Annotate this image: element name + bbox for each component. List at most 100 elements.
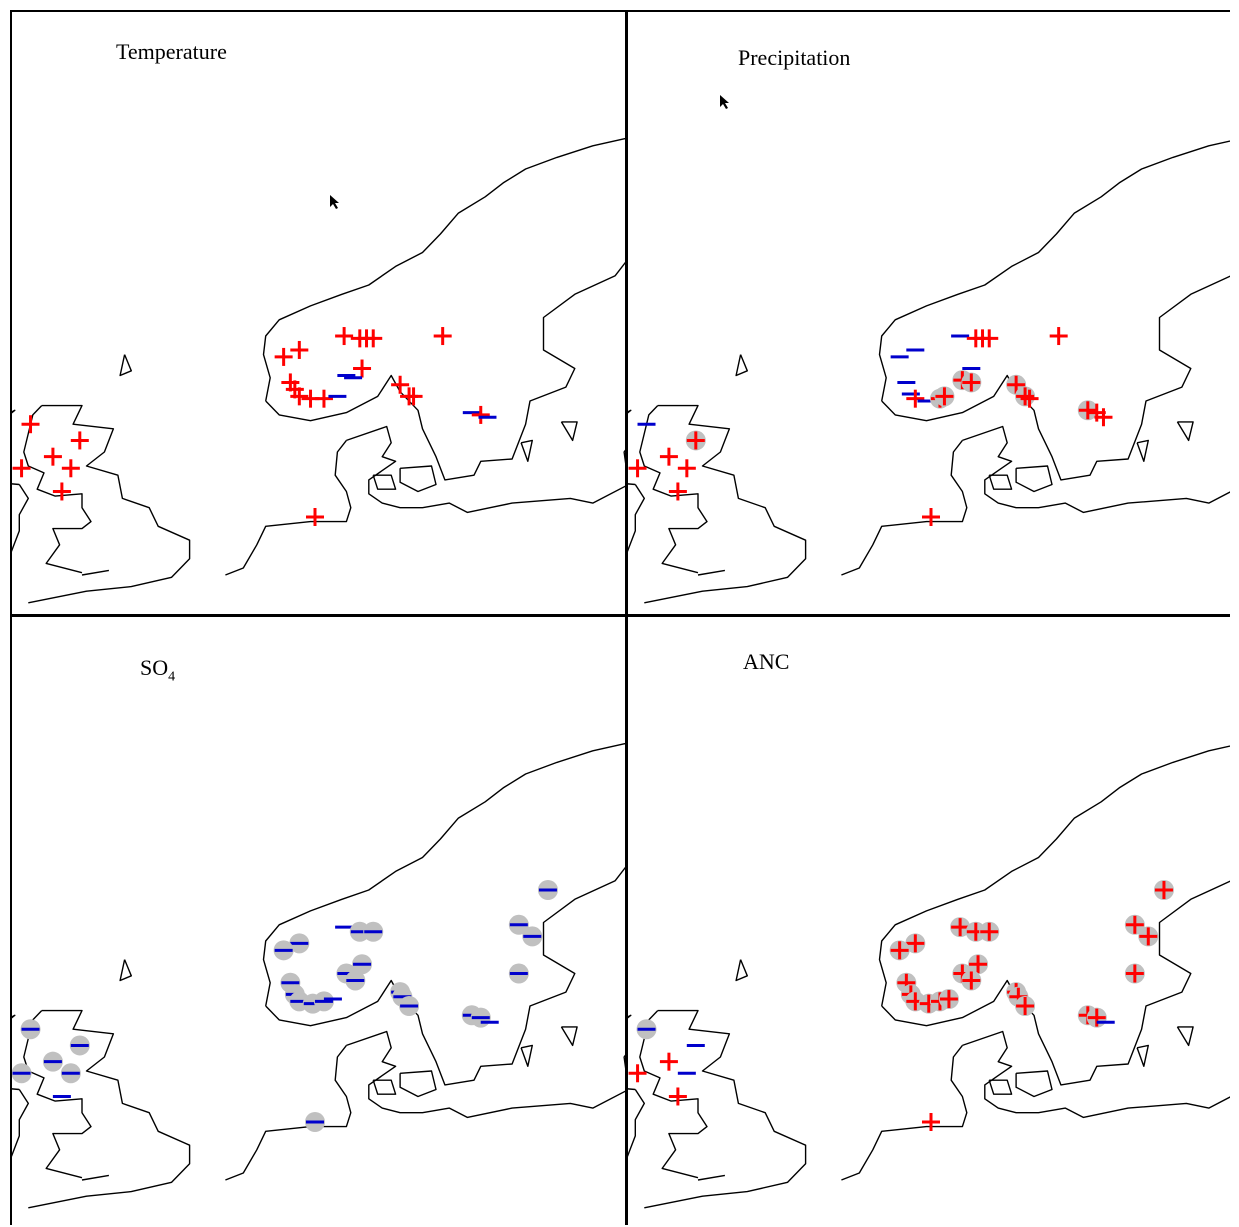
coastline-path — [1136, 1044, 1149, 1067]
positive-trend-marker — [12, 459, 31, 478]
positive-trend-marker — [922, 1113, 940, 1131]
panel-title: Precipitation — [738, 45, 851, 70]
positive-trend-marker — [968, 954, 989, 975]
coastline-path — [560, 1026, 578, 1047]
positive-trend-marker — [306, 508, 324, 526]
coastline-path — [225, 1044, 352, 1181]
positive-trend-marker — [21, 415, 40, 434]
positive-trend-marker — [668, 482, 687, 501]
positive-trend-marker — [274, 347, 293, 366]
panel-divider-horizontal — [10, 614, 1230, 617]
coastline-path — [265, 866, 625, 1086]
positive-trend-marker — [1077, 400, 1098, 421]
coastline-path — [639, 405, 708, 574]
mouse-cursor-icon — [720, 95, 729, 109]
positive-trend-marker — [668, 1087, 687, 1106]
coastline-path — [988, 1079, 1013, 1095]
negative-trend-marker — [470, 1007, 491, 1028]
coastline — [628, 140, 1230, 604]
positive-trend-marker — [1049, 327, 1068, 346]
coastline-path — [881, 880, 1230, 1086]
panel-title: SO4 — [140, 655, 176, 685]
positive-trend-marker — [43, 447, 62, 466]
positive-trend-marker — [628, 1064, 647, 1083]
negative-trend-marker — [60, 1063, 81, 1084]
panel-temperature: Temperature — [12, 12, 625, 614]
positive-trend-marker — [950, 917, 971, 938]
coastline-path — [735, 959, 748, 982]
map-so4 — [12, 742, 625, 1209]
coastline-path — [28, 404, 191, 604]
coastline-path — [735, 354, 748, 377]
negative-trend-marker — [305, 1112, 325, 1132]
positive-trend-marker — [314, 389, 333, 408]
positive-trend-marker — [70, 431, 89, 450]
coastline-path — [399, 465, 437, 493]
coastline-path — [1015, 1070, 1053, 1098]
coastline-path — [399, 1070, 437, 1098]
positive-trend-marker — [1138, 926, 1159, 947]
positive-trend-marker — [290, 387, 309, 406]
coastline-path — [628, 483, 645, 552]
negative-trend-marker — [12, 1063, 32, 1084]
panel-divider-vertical — [625, 10, 628, 1225]
positive-trend-marker — [1124, 914, 1145, 935]
negative-trend-marker — [537, 880, 558, 900]
negative-trend-marker — [522, 926, 543, 947]
coastline-path — [697, 1174, 726, 1181]
negative-trend-marker — [69, 1035, 90, 1056]
coastline-path — [12, 1014, 16, 1019]
negative-trend-marker — [363, 921, 384, 942]
coastline-path — [988, 474, 1013, 490]
positive-trend-marker — [1015, 386, 1036, 407]
coastline-path — [962, 425, 1230, 514]
coastline-path — [262, 742, 625, 1007]
positive-trend-marker — [628, 459, 647, 478]
positive-trend-marker — [433, 327, 452, 346]
coastline — [12, 137, 625, 604]
coastline-path — [225, 439, 352, 576]
coastline-path — [12, 409, 16, 414]
coastline-path — [346, 425, 625, 514]
positive-trend-marker — [1086, 1007, 1107, 1028]
coastline-path — [881, 275, 1230, 481]
positive-trend-marker — [659, 1052, 678, 1071]
coastline-path — [1176, 421, 1194, 442]
coastline-path — [697, 569, 726, 576]
negative-trend-marker — [399, 996, 420, 1016]
negative-trend-marker — [313, 991, 334, 1012]
positive-trend-marker — [404, 387, 423, 406]
coastline-path — [346, 1030, 625, 1119]
positive-trend-marker — [290, 340, 309, 359]
coastline-path — [262, 137, 625, 402]
positive-trend-marker — [1153, 880, 1174, 900]
negative-trend-marker — [636, 1019, 657, 1040]
positive-trend-marker — [471, 405, 490, 424]
coastline — [628, 745, 1230, 1209]
coastline — [12, 742, 625, 1209]
positive-trend-marker — [52, 482, 71, 501]
coastline-path — [962, 1030, 1230, 1119]
positive-trend-marker — [889, 940, 910, 961]
coastline-path — [639, 1010, 708, 1179]
positive-trend-marker — [335, 327, 354, 346]
negative-trend-marker — [42, 1051, 63, 1072]
coastline-path — [878, 745, 1230, 1007]
panel-title: ANC — [743, 649, 790, 674]
map-precipitation — [628, 95, 1230, 604]
positive-trend-marker — [938, 989, 959, 1010]
coastline-path — [12, 483, 29, 552]
positive-trend-marker — [1124, 963, 1145, 984]
coastline-path — [560, 421, 578, 442]
coastline-path — [28, 1009, 191, 1209]
positive-trend-marker — [905, 933, 926, 954]
coastline-path — [119, 354, 132, 377]
positive-trend-marker — [961, 372, 982, 393]
coastline-path — [1136, 439, 1149, 462]
coastline-path — [81, 569, 110, 576]
positive-trend-marker — [353, 359, 372, 378]
coastline-path — [265, 261, 625, 481]
coastline-path — [520, 439, 533, 462]
map-temperature — [12, 137, 625, 604]
positive-trend-marker — [906, 389, 925, 408]
